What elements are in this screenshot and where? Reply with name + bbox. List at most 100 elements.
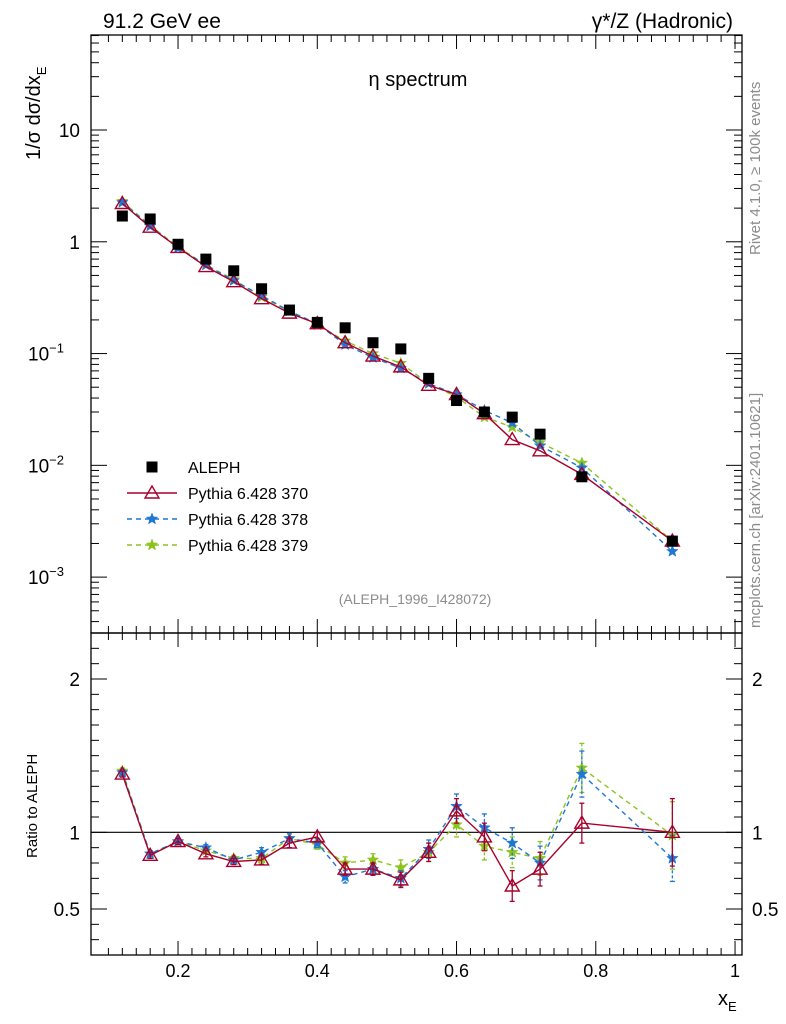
main-marker-pythia-6.428-379 (505, 420, 519, 433)
legend-label-pythia-6.428-378: Pythia 6.428 378 (188, 512, 308, 529)
x-tick-label: 0.8 (583, 961, 608, 981)
aleph-data-point (367, 337, 379, 349)
aleph-data-point (311, 316, 323, 328)
main-y-tick-exp: −3 (49, 564, 64, 579)
ratio-line-pythia-6.428-370 (121, 773, 673, 887)
ratio-y-tick-label-right: 0.5 (752, 900, 778, 921)
ratio-marker-pythia-6.428-370 (253, 851, 270, 866)
axis-ticks (91, 35, 742, 955)
ratio-marker-pythia-6.428-370 (476, 828, 493, 843)
main-y-title-text: 1/σ dσ/dx (23, 75, 45, 160)
svg-text:1/σ dσ/dxE: 1/σ dσ/dxE (23, 66, 49, 160)
main-marker-pythia-6.428-370 (225, 273, 242, 288)
ratio-y-axis-title: Ratio to ALEPH (24, 754, 41, 858)
main-y-tick-label: 10−3 (28, 564, 64, 589)
ratio-marker-pythia-6.428-370 (420, 843, 437, 858)
ratio-marker-pythia-6.428-370 (392, 871, 410, 886)
ratio-marker-pythia-6.428-370 (504, 877, 521, 892)
main-y-tick-label: 10−1 (28, 341, 64, 366)
ratio-marker-pythia-6.428-370 (281, 834, 298, 849)
aleph-data-point (451, 395, 463, 407)
main-y-title-sub: E (34, 66, 49, 75)
ratio-marker-pythia-6.428-370 (573, 814, 591, 829)
aleph-data-point (116, 210, 128, 222)
main-marker-pythia-6.428-370 (504, 431, 521, 446)
x-tick-label: 0.2 (166, 961, 191, 981)
x-tick-label: 1 (730, 961, 740, 981)
main-y-tick-exp: −1 (49, 341, 64, 356)
analysis-tag: (ALEPH_1996_I428072) (339, 591, 492, 607)
main-y-tick-label: 1 (69, 233, 80, 254)
aleph-data-point (506, 411, 518, 423)
aleph-data-point (144, 213, 156, 225)
main-marker-pythia-6.428-370 (392, 358, 410, 373)
ratio-marker-pythia-6.428-378 (505, 836, 519, 849)
chart-title: η spectrum (369, 69, 468, 91)
main-series-group (114, 194, 681, 557)
aleph-data-point (172, 238, 184, 250)
ratio-marker-pythia-6.428-370 (309, 828, 326, 843)
ratio-y-tick-label: 0.5 (54, 900, 80, 921)
ratio-marker-pythia-6.428-370 (531, 860, 549, 875)
main-y-tick-base: 10 (28, 345, 49, 366)
aleph-data-point (666, 535, 678, 547)
main-y-tick-exp: −2 (49, 452, 64, 467)
main-marker-pythia-6.428-370 (114, 195, 131, 210)
ratio-line-pythia-6.428-378 (121, 772, 673, 880)
ratio-line-pythia-6.428-379 (121, 766, 673, 869)
main-marker-pythia-6.428-370 (253, 290, 270, 305)
aleph-data-point (478, 406, 490, 418)
main-marker-pythia-6.428-378 (115, 195, 129, 208)
ratio-marker-pythia-6.428-370 (336, 860, 354, 875)
ratio-marker-pythia-6.428-370 (364, 860, 382, 875)
ratio-marker-pythia-6.428-370 (448, 802, 465, 817)
ratio-marker-pythia-6.428-378 (575, 767, 589, 780)
legend-marker-pythia-6.428-370 (143, 484, 161, 499)
aleph-data-point (200, 253, 212, 265)
aleph-data-point (339, 322, 351, 334)
ratio-marker-pythia-6.428-370 (114, 765, 131, 780)
ratio-series-group (114, 742, 681, 902)
legend-marker-pythia-6.428-379 (145, 538, 159, 551)
rivet-version-label: Rivet 4.1.0, ≥ 100k events (747, 82, 764, 255)
main-marker-pythia-6.428-370 (197, 258, 215, 273)
ratio-y-tick-label-right: 1 (752, 823, 763, 844)
aleph-data-point (576, 471, 588, 483)
main-marker-pythia-6.428-370 (364, 347, 382, 362)
main-marker-pythia-6.428-370 (336, 334, 354, 349)
legend-label-pythia-6.428-379: Pythia 6.428 379 (188, 538, 308, 555)
ratio-y-tick-label-right: 2 (752, 670, 763, 691)
ratio-y-tick-label: 1 (69, 823, 80, 844)
ratio-marker-pythia-6.428-370 (225, 853, 242, 868)
ratio-marker-pythia-6.428-370 (141, 846, 159, 862)
main-y-tick-base: 10 (28, 456, 49, 477)
x-axis-title: xE (718, 988, 737, 1014)
aleph-data-point (534, 428, 546, 440)
aleph-data-point (283, 304, 295, 316)
main-marker-pythia-6.428-378 (666, 544, 679, 557)
legend: ALEPH Pythia 6.428 370 Pythia 6.428 378 Pyt… (127, 460, 308, 555)
main-y-tick-label: 10 (59, 121, 80, 142)
ratio-y-tick-label: 2 (69, 670, 80, 691)
x-tick-label: 0.6 (444, 961, 469, 981)
x-title-text: x (718, 988, 728, 1010)
ratio-panel-frame (90, 632, 743, 956)
aleph-data-point (395, 343, 407, 355)
x-title-sub: E (728, 999, 737, 1014)
legend-aleph-label: ALEPH (188, 460, 240, 477)
main-y-tick-label: 10−2 (28, 452, 64, 477)
header-left: 91.2 GeV ee (103, 10, 221, 33)
ratio-marker-pythia-6.428-370 (197, 845, 215, 860)
main-marker-pythia-6.428-370 (531, 442, 549, 457)
aleph-data-point (228, 265, 240, 277)
aleph-data-point (256, 283, 268, 295)
main-y-axis-title: 1/σ dσ/dxE (23, 66, 49, 160)
mcplots-label: mcplots.cern.ch [arXiv:2401.10621] (747, 393, 764, 628)
ratio-marker-pythia-6.428-379 (450, 818, 463, 831)
legend-label-pythia-6.428-370: Pythia 6.428 370 (188, 486, 308, 503)
header-right: γ*/Z (Hadronic) (592, 10, 733, 33)
legend-marker-pythia-6.428-378 (145, 512, 159, 525)
ratio-marker-pythia-6.428-370 (169, 833, 187, 848)
